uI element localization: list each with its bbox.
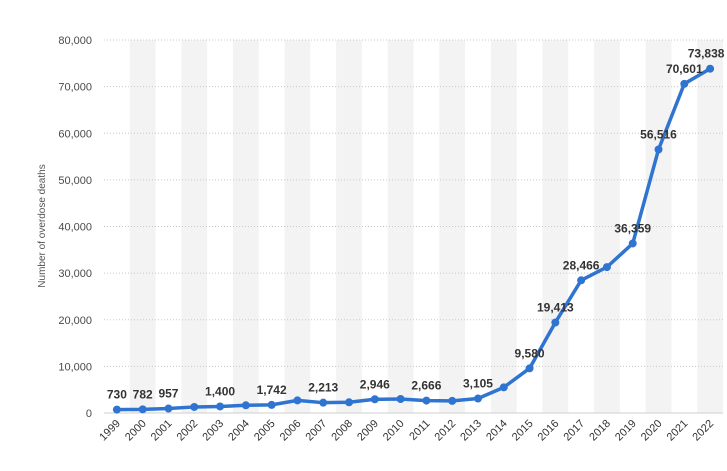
- data-label: 2,213: [308, 381, 338, 395]
- data-label: 9,580: [515, 346, 545, 360]
- data-point: [112, 405, 121, 414]
- y-tick-label: 10,000: [58, 361, 92, 373]
- y-tick-label: 20,000: [58, 315, 92, 327]
- data-point: [448, 396, 457, 405]
- data-point: [525, 364, 534, 373]
- column-band: [594, 40, 620, 413]
- data-point: [241, 401, 250, 410]
- x-tick-label: 2022: [690, 418, 716, 444]
- data-label: 36,359: [614, 221, 651, 235]
- data-label: 782: [133, 387, 153, 401]
- x-tick-label: 2008: [329, 418, 355, 444]
- y-tick-label: 0: [86, 408, 92, 420]
- y-axis-label: Number of overdose deaths: [37, 164, 48, 287]
- data-point: [473, 394, 482, 403]
- x-tick-label: 2021: [665, 418, 691, 444]
- data-point: [577, 276, 586, 285]
- data-point: [138, 405, 147, 414]
- x-tick-label: 2017: [561, 418, 587, 444]
- data-point: [654, 145, 663, 154]
- data-points: [112, 64, 715, 414]
- data-label: 28,466: [563, 258, 600, 272]
- y-tick-label: 80,000: [58, 35, 92, 47]
- data-point: [551, 318, 560, 327]
- x-tick-label: 1999: [97, 418, 123, 444]
- data-point: [628, 239, 637, 248]
- x-tick-label: 2012: [433, 418, 459, 444]
- x-tick-label: 2018: [587, 418, 613, 444]
- column-band: [129, 40, 156, 413]
- x-tick-label: 2002: [175, 418, 201, 444]
- data-point: [422, 396, 431, 405]
- x-tick-label: 2003: [200, 418, 226, 444]
- x-tick-label: 2014: [484, 418, 510, 444]
- data-label: 2,946: [360, 377, 390, 391]
- data-label: 56,516: [640, 127, 677, 141]
- x-tick-label: 2019: [613, 418, 639, 444]
- x-tick-label: 2004: [226, 418, 252, 444]
- data-point: [345, 398, 354, 407]
- data-label: 73,838: [688, 47, 725, 61]
- x-tick-label: 2009: [355, 418, 381, 444]
- data-point: [164, 404, 173, 413]
- x-tick-label: 2016: [536, 418, 562, 444]
- data-point: [396, 395, 405, 404]
- column-band: [645, 40, 672, 413]
- data-point: [680, 79, 689, 88]
- column-band: [542, 40, 569, 413]
- x-tick-label: 2006: [278, 418, 304, 444]
- series-line: [115, 66, 712, 412]
- data-label: 3,105: [463, 377, 493, 391]
- data-point: [267, 400, 276, 409]
- data-point: [602, 263, 611, 272]
- data-label: 957: [158, 387, 178, 401]
- y-tick-label: 60,000: [58, 128, 92, 140]
- data-labels: 730 782 957 1,400 1,742 2,213 2,946 2,666 3,105 9…: [107, 47, 725, 402]
- y-tick-label: 40,000: [58, 222, 92, 234]
- data-label: 1,400: [205, 384, 235, 398]
- x-tick-label: 2001: [149, 418, 175, 444]
- x-tick-label: 2015: [510, 418, 536, 444]
- x-tick-label: 2011: [407, 418, 432, 443]
- data-label: 730: [107, 388, 127, 402]
- data-label: 1,742: [257, 383, 287, 397]
- x-tick-label: 2005: [252, 418, 278, 444]
- data-point: [293, 396, 302, 405]
- data-point: [319, 398, 328, 407]
- column-band: [336, 40, 362, 413]
- data-point: [499, 383, 508, 392]
- y-axis-ticks: 0 10,000 20,000 30,000 40,000 50,000 60,000 70,…: [58, 35, 92, 420]
- y-tick-label: 50,000: [58, 175, 92, 187]
- data-point: [706, 64, 715, 73]
- column-band: [387, 40, 414, 413]
- data-label: 19,413: [537, 300, 574, 314]
- data-point: [216, 402, 225, 411]
- x-tick-label: 2007: [304, 418, 330, 444]
- x-tick-label: 2020: [639, 418, 665, 444]
- data-label: 70,601: [666, 62, 703, 76]
- series-line-path: [115, 66, 712, 412]
- x-axis-ticks: 1999 2000 2001 2002 2003 2004 2005 2006 2007 2008…: [97, 418, 716, 444]
- x-tick-label: 2010: [381, 418, 407, 444]
- column-band: [284, 40, 311, 413]
- data-point: [190, 402, 199, 411]
- y-tick-label: 30,000: [58, 268, 92, 280]
- data-point: [370, 395, 379, 404]
- y-tick-label: 70,000: [58, 82, 92, 94]
- column-bands: [129, 40, 723, 413]
- x-tick-label: 2013: [458, 418, 484, 444]
- gridlines: [104, 39, 723, 414]
- x-tick-label: 2000: [123, 418, 149, 444]
- data-label: 2,666: [411, 379, 441, 393]
